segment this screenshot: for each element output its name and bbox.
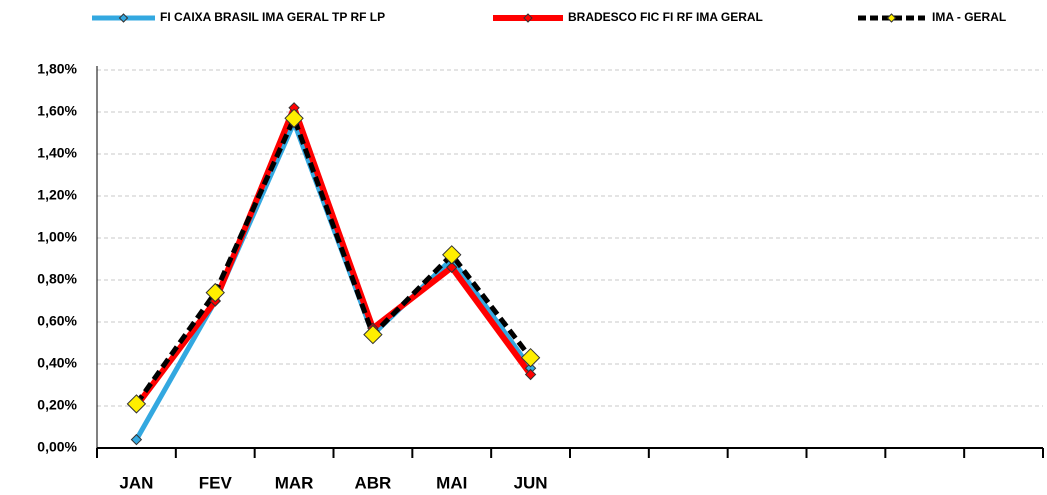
x-tick-label: JUN	[514, 473, 548, 492]
series-line	[134, 115, 533, 406]
legend-marker	[523, 13, 533, 23]
legend-item: FI CAIXA BRASIL IMA GERAL TP RF LP	[92, 10, 385, 24]
x-tick-label: FEV	[199, 473, 233, 492]
y-tick-label: 0,20%	[37, 397, 77, 413]
legend-label: FI CAIXA BRASIL IMA GERAL TP RF LP	[160, 10, 385, 24]
y-tick-label: 1,40%	[37, 145, 77, 161]
legend-label: IMA - GERAL	[932, 10, 1006, 24]
x-tick-label: MAI	[436, 473, 467, 492]
y-tick-label: 0,00%	[37, 439, 77, 455]
y-tick-label: 1,00%	[37, 229, 77, 245]
point-marker	[524, 368, 537, 381]
series-line	[134, 104, 533, 408]
legend-label: BRADESCO FIC FI RF IMA GERAL	[568, 10, 763, 24]
y-tick-label: 0,40%	[37, 355, 77, 371]
series-line	[134, 120, 533, 441]
y-tick-label: 1,60%	[37, 103, 77, 119]
point-marker	[446, 261, 458, 274]
x-tick-label: ABR	[354, 473, 391, 492]
point-marker	[205, 282, 225, 303]
point-marker	[520, 347, 541, 368]
point-marker	[284, 108, 304, 129]
y-tick-label: 1,80%	[37, 61, 77, 77]
point-marker	[363, 324, 383, 345]
x-tick-label: MAR	[275, 473, 314, 492]
point-marker	[442, 245, 462, 265]
y-tick-label: 0,60%	[37, 313, 77, 329]
x-tick-label: JAN	[119, 473, 153, 492]
legend-item: BRADESCO FIC FI RF IMA GERAL	[493, 10, 763, 24]
y-tick-label: 1,20%	[37, 187, 77, 203]
y-tick-label: 0,80%	[37, 271, 77, 287]
legend-marker	[118, 13, 129, 23]
point-marker	[130, 433, 143, 446]
legend-item: IMA - GERAL	[858, 10, 1006, 24]
legend-marker	[886, 13, 897, 23]
point-marker	[126, 394, 147, 414]
